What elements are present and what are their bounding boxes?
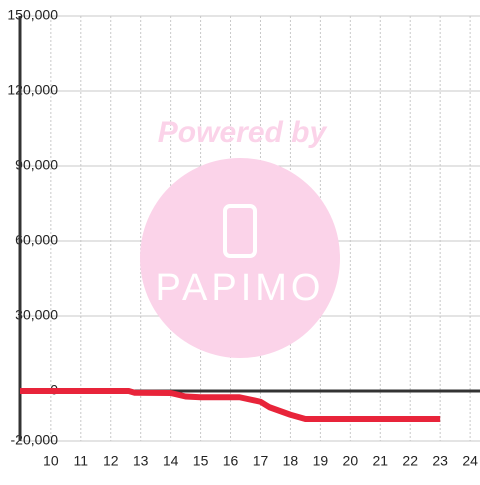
y-tick-label: 60,000 <box>15 232 58 248</box>
x-tick-label: 15 <box>193 453 209 469</box>
x-tick-label: 10 <box>43 453 59 469</box>
y-tick-label: -20,000 <box>11 432 59 448</box>
x-tick-label: 19 <box>313 453 329 469</box>
x-tick-label: 22 <box>402 453 418 469</box>
x-tick-label: 11 <box>74 453 89 469</box>
x-tick-label: 17 <box>253 453 269 469</box>
x-tick-label: 23 <box>432 453 448 469</box>
x-tick-label: 21 <box>372 453 388 469</box>
y-tick-label: 90,000 <box>15 157 58 173</box>
x-tick-label: 12 <box>103 453 119 469</box>
watermark-logo: PAPIMO <box>156 267 325 309</box>
watermark: Powered by PAPIMO <box>140 116 340 358</box>
x-tick-label: 13 <box>133 453 149 469</box>
x-tick-label: 18 <box>283 453 299 469</box>
x-tick-label: 16 <box>223 453 239 469</box>
x-tick-label: 14 <box>163 453 179 469</box>
x-tick-label: 24 <box>462 453 478 469</box>
x-tick-label: 20 <box>343 453 359 469</box>
y-tick-label: 30,000 <box>15 307 58 323</box>
watermark-text: Powered by <box>158 116 328 149</box>
line <box>20 388 441 422</box>
y-tick-label: 120,000 <box>7 82 58 98</box>
y-tick-label: 150,000 <box>7 7 58 23</box>
